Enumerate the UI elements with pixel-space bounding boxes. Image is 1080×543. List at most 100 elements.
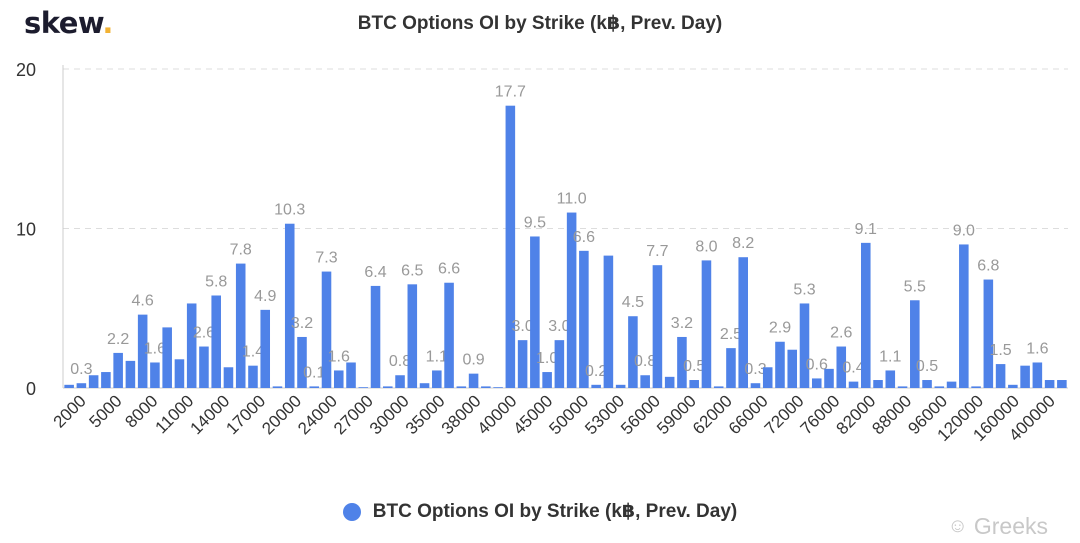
x-tick-label: 38000: [438, 391, 485, 438]
x-tick-label: 62000: [689, 391, 736, 438]
bar: [542, 372, 552, 388]
data-label: 2.2: [107, 331, 129, 348]
data-label: 6.6: [438, 261, 460, 278]
bar: [113, 352, 123, 388]
x-tick-label: 20000: [258, 391, 305, 438]
bar: [346, 362, 356, 388]
bar: [223, 367, 234, 388]
data-label: 9.5: [524, 214, 546, 231]
data-label: 10.3: [274, 202, 305, 219]
bar: [321, 271, 332, 388]
data-label: 4.9: [254, 288, 276, 305]
bar: [848, 381, 859, 388]
data-label: 1.6: [1026, 340, 1048, 357]
bar: [199, 346, 209, 388]
bar: [713, 386, 724, 388]
data-label: 1.1: [879, 348, 901, 365]
data-label: 0.3: [70, 361, 92, 378]
data-label: 11.0: [557, 191, 587, 208]
bar: [137, 314, 148, 388]
bar: [1057, 380, 1067, 388]
data-label: 1.6: [144, 340, 166, 357]
data-label: 6.8: [977, 258, 999, 275]
bar: [1020, 365, 1030, 388]
bar: [76, 383, 87, 388]
wechat-icon: ☺: [947, 515, 968, 537]
bar: [726, 348, 736, 388]
bar: [419, 383, 430, 388]
bar: [150, 362, 160, 388]
logo-text: skew: [24, 6, 103, 40]
data-label: 1.0: [536, 350, 558, 367]
data-label: 0.9: [462, 352, 484, 369]
bar: [983, 279, 994, 388]
bar: [1032, 362, 1043, 388]
data-label: 2.6: [830, 325, 852, 342]
bar: [481, 386, 491, 388]
bar: [383, 386, 393, 388]
x-tick-label: 27000: [330, 391, 377, 438]
logo-dot: .: [102, 6, 113, 40]
bar: [162, 327, 172, 388]
data-label: 0.4: [842, 360, 864, 377]
data-label: 6.5: [401, 262, 423, 279]
data-label: 7.7: [646, 243, 668, 260]
data-label: 1.4: [242, 344, 264, 361]
x-tick-label: 76000: [797, 391, 844, 438]
bar: [1044, 380, 1055, 388]
data-label: 1.1: [426, 348, 448, 365]
bar: [836, 346, 847, 388]
data-label: 9.0: [953, 222, 975, 239]
bar: [370, 285, 381, 388]
bar: [787, 349, 798, 388]
x-tick-label: 82000: [833, 391, 880, 438]
data-label: 6.6: [573, 229, 595, 246]
legend[interactable]: BTC Options OI by Strike (k฿, Prev. Day): [0, 500, 1080, 523]
bar: [1008, 384, 1018, 388]
bar: [444, 282, 454, 388]
watermark-text: Greeks: [973, 513, 1048, 539]
bar: [235, 263, 246, 388]
bar: [640, 375, 650, 388]
data-label: 3.0: [548, 318, 570, 335]
data-label: 8.2: [732, 235, 754, 252]
bar: [860, 242, 871, 388]
x-tick-label: 5000: [85, 391, 125, 431]
data-label: 2.9: [769, 320, 791, 337]
data-label: 2.5: [720, 326, 742, 343]
bar: [456, 386, 467, 388]
bar: [493, 387, 503, 388]
x-tick-label: 40000: [474, 391, 521, 438]
legend-swatch-icon: [342, 502, 361, 521]
data-label: 3.0: [511, 318, 533, 335]
bar: [260, 309, 271, 388]
bar: [811, 378, 822, 388]
bar: [652, 265, 663, 388]
data-label: 0.5: [683, 358, 705, 375]
data-label: 2.6: [193, 325, 215, 342]
data-label: 8.0: [695, 238, 717, 255]
bar: [934, 386, 945, 388]
bar: [174, 359, 185, 388]
x-tick-label: 53000: [581, 391, 628, 438]
bar: [88, 375, 99, 388]
bar: [64, 384, 74, 388]
chart-title: BTC Options OI by Strike (k฿, Prev. Day): [357, 13, 723, 34]
bar: [922, 380, 932, 388]
bar: [799, 303, 810, 388]
y-tick-label: 10: [16, 220, 36, 240]
data-label: 5.8: [205, 273, 227, 290]
bar: [689, 380, 699, 388]
bar: [468, 373, 479, 388]
bar: [946, 381, 957, 388]
data-label: 5.5: [904, 278, 926, 295]
data-label: 7.3: [315, 250, 337, 267]
bar: [566, 212, 577, 388]
bar: [615, 384, 626, 388]
x-tick-label: 17000: [222, 391, 269, 438]
watermark: ☺ Greeks: [947, 513, 1048, 540]
bar: [248, 365, 258, 388]
data-label: 0.8: [389, 353, 411, 370]
bar: [272, 386, 283, 388]
